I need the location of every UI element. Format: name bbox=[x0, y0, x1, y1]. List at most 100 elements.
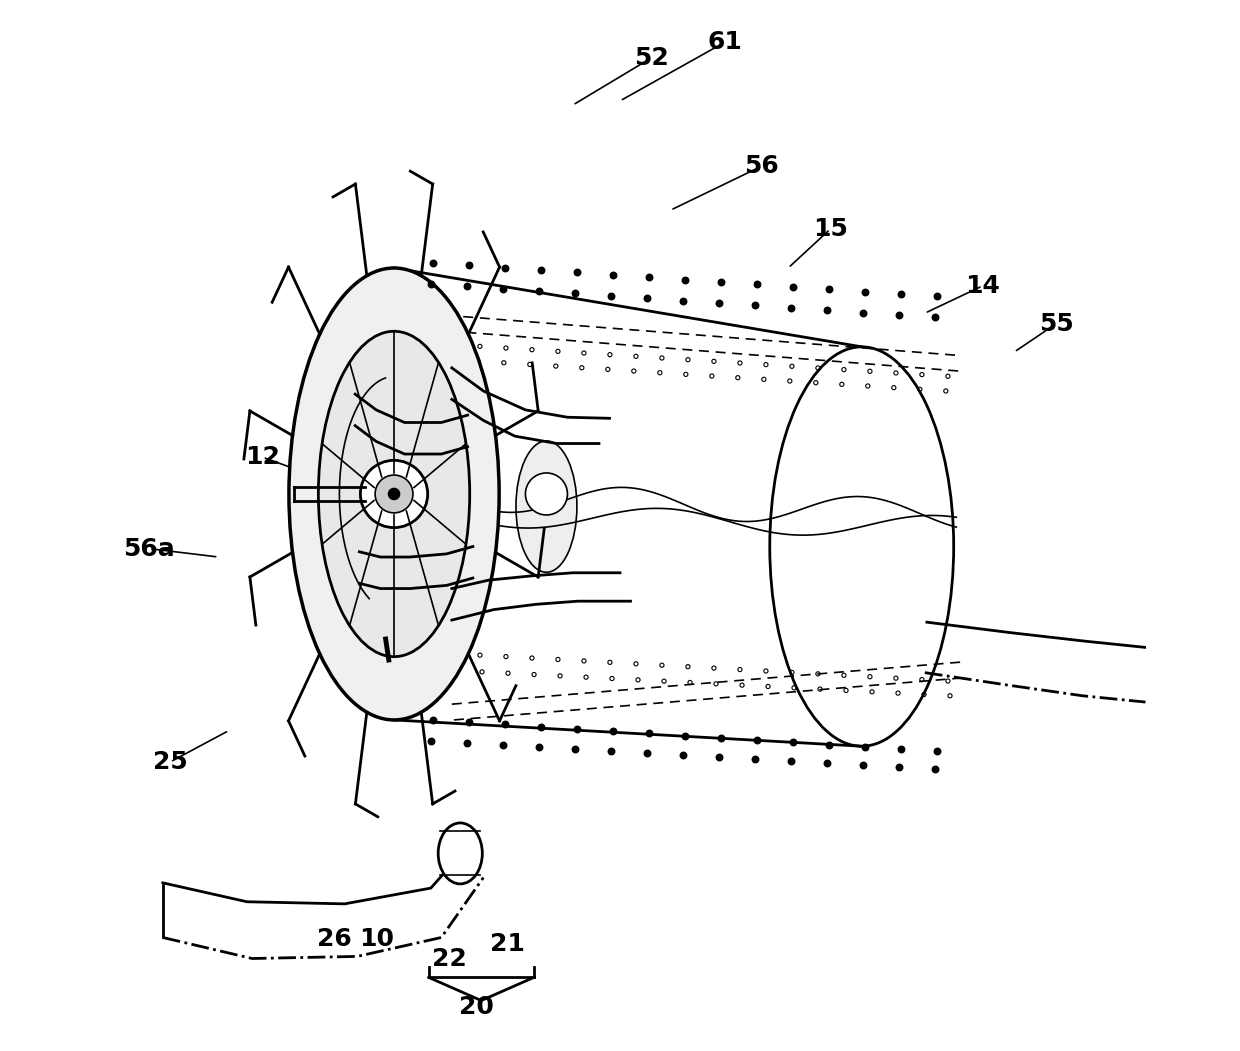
Point bbox=[603, 266, 622, 283]
Point bbox=[781, 753, 801, 769]
Point bbox=[936, 383, 956, 399]
Point bbox=[529, 283, 549, 300]
Point bbox=[887, 365, 906, 382]
Text: 25: 25 bbox=[153, 750, 187, 774]
Point bbox=[522, 650, 542, 666]
Point bbox=[680, 674, 699, 691]
Point bbox=[446, 662, 466, 679]
Point bbox=[862, 683, 882, 700]
Text: 61: 61 bbox=[708, 30, 743, 54]
Ellipse shape bbox=[438, 823, 482, 884]
Point bbox=[728, 369, 748, 386]
Text: 22: 22 bbox=[433, 947, 467, 970]
Point bbox=[709, 294, 729, 311]
Point bbox=[495, 716, 515, 733]
Point bbox=[459, 714, 479, 730]
Point bbox=[626, 656, 646, 673]
Point bbox=[494, 354, 513, 371]
Circle shape bbox=[526, 473, 568, 515]
Point bbox=[676, 366, 696, 383]
Point bbox=[888, 684, 908, 701]
Point bbox=[531, 718, 551, 735]
Point bbox=[937, 673, 957, 689]
Point bbox=[546, 357, 565, 374]
Text: 21: 21 bbox=[490, 932, 525, 955]
Ellipse shape bbox=[289, 268, 500, 720]
Circle shape bbox=[388, 488, 401, 500]
Text: 20: 20 bbox=[459, 995, 494, 1018]
Point bbox=[861, 668, 880, 685]
Point bbox=[704, 660, 724, 677]
Point bbox=[496, 339, 516, 356]
Point bbox=[745, 750, 765, 767]
Point bbox=[784, 679, 804, 696]
Point bbox=[832, 376, 852, 393]
Point bbox=[925, 761, 945, 778]
Point bbox=[820, 281, 839, 297]
Point bbox=[603, 671, 622, 687]
Point bbox=[914, 686, 934, 703]
Point bbox=[456, 735, 476, 751]
Point bbox=[470, 338, 490, 355]
Point bbox=[706, 676, 725, 693]
Point bbox=[626, 348, 646, 365]
Point bbox=[498, 665, 518, 682]
Point bbox=[624, 363, 644, 379]
Point bbox=[678, 351, 698, 368]
Point bbox=[548, 343, 568, 359]
Point bbox=[600, 346, 620, 363]
Circle shape bbox=[361, 460, 428, 528]
Point bbox=[730, 661, 750, 678]
Point bbox=[520, 356, 539, 373]
Point bbox=[678, 658, 698, 675]
Point bbox=[639, 269, 658, 286]
Point bbox=[853, 304, 873, 321]
Point bbox=[572, 359, 591, 376]
Point bbox=[940, 687, 960, 704]
Point bbox=[548, 651, 568, 667]
Point bbox=[637, 290, 657, 307]
Point bbox=[856, 739, 875, 756]
Point bbox=[673, 746, 693, 763]
Point bbox=[858, 377, 878, 394]
Point bbox=[730, 354, 750, 371]
Text: 15: 15 bbox=[812, 218, 848, 241]
Point bbox=[531, 262, 551, 279]
Point bbox=[817, 302, 837, 318]
Point bbox=[495, 260, 515, 276]
Point bbox=[423, 254, 443, 271]
Circle shape bbox=[376, 475, 413, 513]
Point bbox=[551, 667, 570, 684]
Point bbox=[756, 356, 776, 373]
Point bbox=[601, 743, 621, 760]
Point bbox=[782, 358, 802, 375]
Point bbox=[574, 653, 594, 669]
Point bbox=[911, 672, 931, 688]
Point bbox=[887, 669, 906, 686]
Point bbox=[655, 673, 675, 689]
Point bbox=[637, 745, 657, 762]
Point bbox=[577, 668, 596, 685]
Point bbox=[892, 741, 911, 758]
Point bbox=[889, 759, 909, 776]
Point bbox=[784, 279, 804, 295]
Point bbox=[496, 648, 516, 665]
Point bbox=[928, 288, 947, 305]
Text: 55: 55 bbox=[1039, 312, 1074, 335]
Point bbox=[459, 256, 479, 273]
Point bbox=[567, 721, 587, 738]
Point bbox=[781, 300, 801, 316]
Point bbox=[806, 374, 826, 391]
Point bbox=[650, 365, 670, 382]
Point bbox=[639, 725, 658, 742]
Point bbox=[780, 373, 800, 390]
Point bbox=[925, 309, 945, 326]
Point bbox=[808, 359, 828, 376]
Point bbox=[836, 682, 856, 699]
Point bbox=[444, 645, 464, 662]
Point bbox=[817, 755, 837, 771]
Point bbox=[756, 662, 776, 679]
Point bbox=[676, 727, 696, 744]
Text: 52: 52 bbox=[634, 46, 668, 69]
Point bbox=[574, 345, 594, 362]
